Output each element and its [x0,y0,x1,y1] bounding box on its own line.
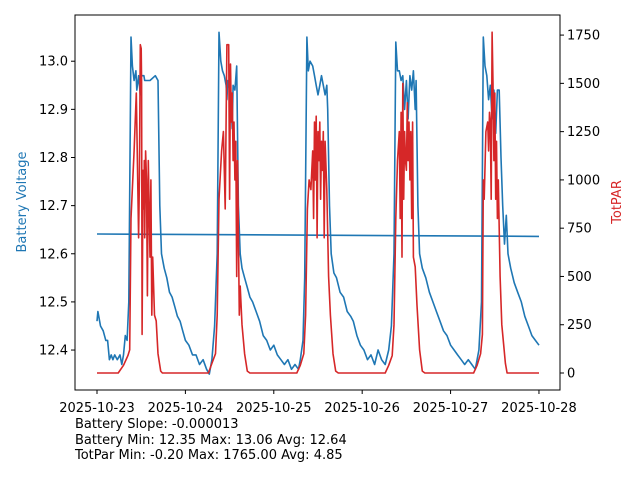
x-tick-label: 2025-10-28 [501,401,577,416]
left-tick-label: 12.5 [39,295,68,310]
plot-frame [74,14,561,391]
left-tick-label: 12.4 [39,344,68,359]
battery-stats-text: Battery Min: 12.35 Max: 13.06 Avg: 12.64 [75,432,347,448]
left-tick-label: 12.6 [39,247,68,262]
right-tick-label: 1500 [567,77,600,92]
x-tick-label: 2025-10-26 [324,401,400,416]
left-axis-label: Battery Voltage [15,151,30,252]
series-battery-voltage [96,31,540,375]
right-tick-label: 1750 [567,29,600,44]
left-tick-label: 13.0 [39,55,68,70]
right-tick-label: 1250 [567,125,600,140]
right-axis-label: TotPAR [610,180,625,225]
right-tick-label: 500 [567,270,592,285]
totpar-stats-text: TotPar Min: -0.20 Max: 1765.00 Avg: 4.85 [75,448,343,463]
x-tick-label: 2025-10-27 [413,401,489,416]
right-tick-label: 0 [567,367,575,382]
right-tick-label: 250 [567,318,592,333]
x-tick-label: 2025-10-24 [148,401,224,416]
left-tick-label: 12.7 [39,199,68,214]
right-tick-label: 750 [567,222,592,237]
left-tick-label: 12.9 [39,103,68,118]
battery-slope-text: Battery Slope: -0.000013 [75,417,239,432]
series-battery-trend [96,233,540,238]
series-totpar [97,31,539,374]
left-tick-label: 12.8 [39,151,68,166]
stats-annotation: Battery Slope: -0.000013 Battery Min: 12… [75,417,347,464]
x-tick-label: 2025-10-25 [236,401,312,416]
right-tick-label: 1000 [567,173,600,188]
x-tick-label: 2025-10-23 [59,401,135,416]
